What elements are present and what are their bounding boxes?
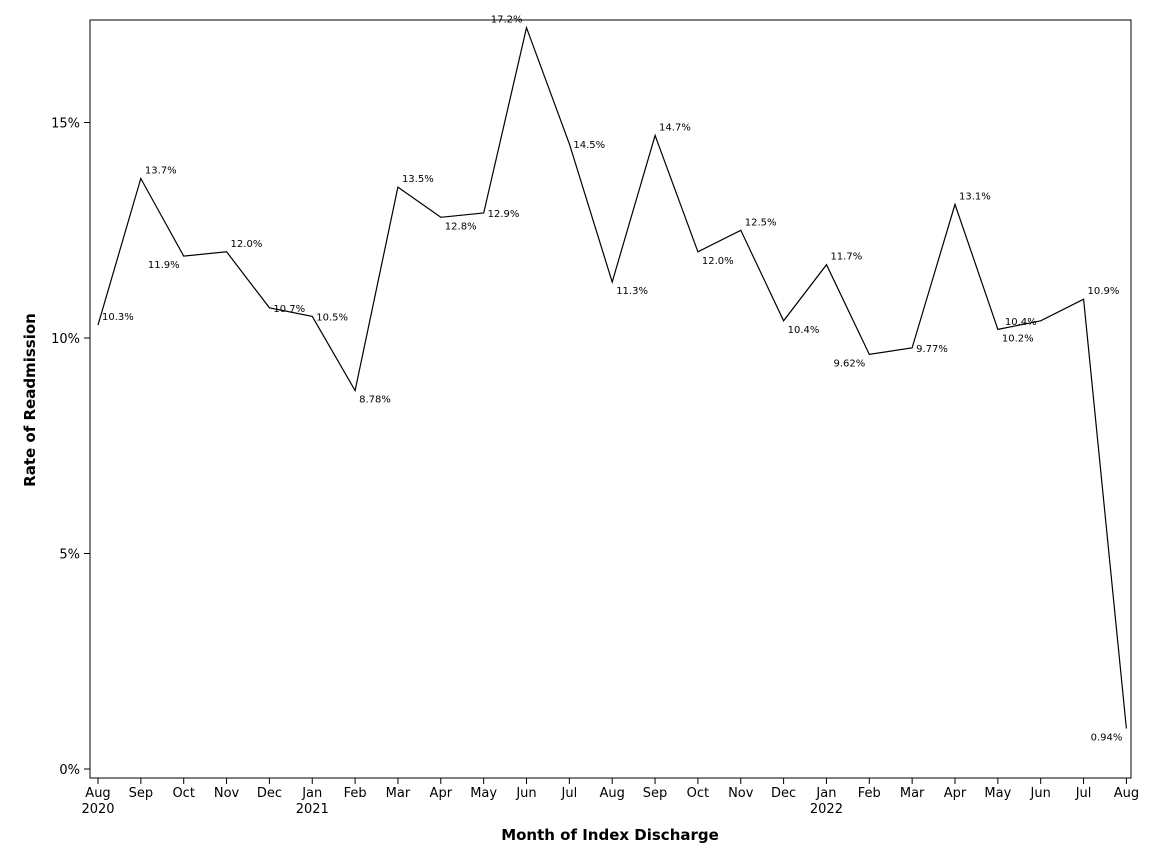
data-label: 17.2% <box>491 15 523 26</box>
data-label: 12.5% <box>745 217 777 228</box>
data-label: 12.0% <box>231 239 263 250</box>
x-tick-label: Feb <box>344 786 367 801</box>
data-label: 14.5% <box>573 140 605 151</box>
x-tick-label: Sep <box>129 786 154 801</box>
data-label: 13.1% <box>959 191 991 202</box>
x-tick-label: Mar <box>386 786 411 801</box>
x-tick-label: Dec <box>257 786 282 801</box>
x-tick-label: Aug <box>1114 786 1139 801</box>
series-line <box>97 25 1127 729</box>
x-tick-label: Oct <box>172 786 194 801</box>
x-tick-label: Jan <box>815 786 836 801</box>
y-tick-label: 10% <box>51 332 80 347</box>
x-tick-year-label: 2021 <box>296 802 329 817</box>
x-tick-label: Oct <box>687 786 709 801</box>
data-label: 12.8% <box>445 221 477 232</box>
x-tick-year-label: 2020 <box>81 802 114 817</box>
y-tick-label: 15% <box>51 117 80 132</box>
y-tick-label: 5% <box>59 548 80 563</box>
data-label: 10.2% <box>1002 333 1034 344</box>
x-tick-label: Jan <box>301 786 322 801</box>
data-label: 10.7% <box>273 304 305 315</box>
y-axis: 0% 5% 10% 15% <box>51 117 90 778</box>
data-label: 10.3% <box>102 312 134 323</box>
x-tick-label: Apr <box>944 786 967 801</box>
x-tick-label: Jul <box>1075 786 1092 801</box>
x-tick-label: Jul <box>561 786 578 801</box>
data-label: 8.78% <box>359 395 391 406</box>
x-tick-label: Apr <box>430 786 453 801</box>
data-label: 10.5% <box>316 312 348 323</box>
y-axis-title: Rate of Readmission <box>21 313 39 487</box>
data-label: 11.7% <box>830 252 862 263</box>
x-axis-title: Month of Index Discharge <box>501 826 719 844</box>
data-label: 10.4% <box>1005 317 1037 328</box>
data-label: 12.0% <box>702 256 734 267</box>
data-label: 9.77% <box>916 344 948 355</box>
x-tick-label: Mar <box>900 786 925 801</box>
data-label: 10.9% <box>1088 286 1120 297</box>
x-tick-label: Feb <box>858 786 881 801</box>
data-label: 12.9% <box>488 209 520 220</box>
data-label: 14.7% <box>659 122 691 133</box>
data-label: 11.9% <box>148 260 180 271</box>
plot-frame <box>89 19 1132 779</box>
x-tick-label: Jun <box>1030 786 1051 801</box>
y-tick-label: 0% <box>59 763 80 778</box>
x-tick-label: Nov <box>214 786 240 801</box>
data-label: 13.5% <box>402 174 434 185</box>
data-label: 13.7% <box>145 166 177 177</box>
x-tick-label: May <box>984 786 1011 801</box>
x-tick-label: May <box>470 786 497 801</box>
x-tick-label: Dec <box>771 786 796 801</box>
x-tick-label: Aug <box>600 786 625 801</box>
x-tick-label: Aug <box>85 786 110 801</box>
x-tick-year-label: 2022 <box>810 802 843 817</box>
x-tick-label: Jun <box>515 786 536 801</box>
data-label: 0.94% <box>1091 732 1123 743</box>
data-labels: 10.3% 13.7% 11.9% 12.0% 10.7% 10.5% 8.78% 13.5%… <box>102 15 1122 744</box>
x-tick-label: Sep <box>643 786 668 801</box>
data-label: 11.3% <box>616 286 648 297</box>
data-label: 10.4% <box>788 325 820 336</box>
data-label: 9.62% <box>834 358 866 369</box>
x-tick-label: Nov <box>728 786 754 801</box>
